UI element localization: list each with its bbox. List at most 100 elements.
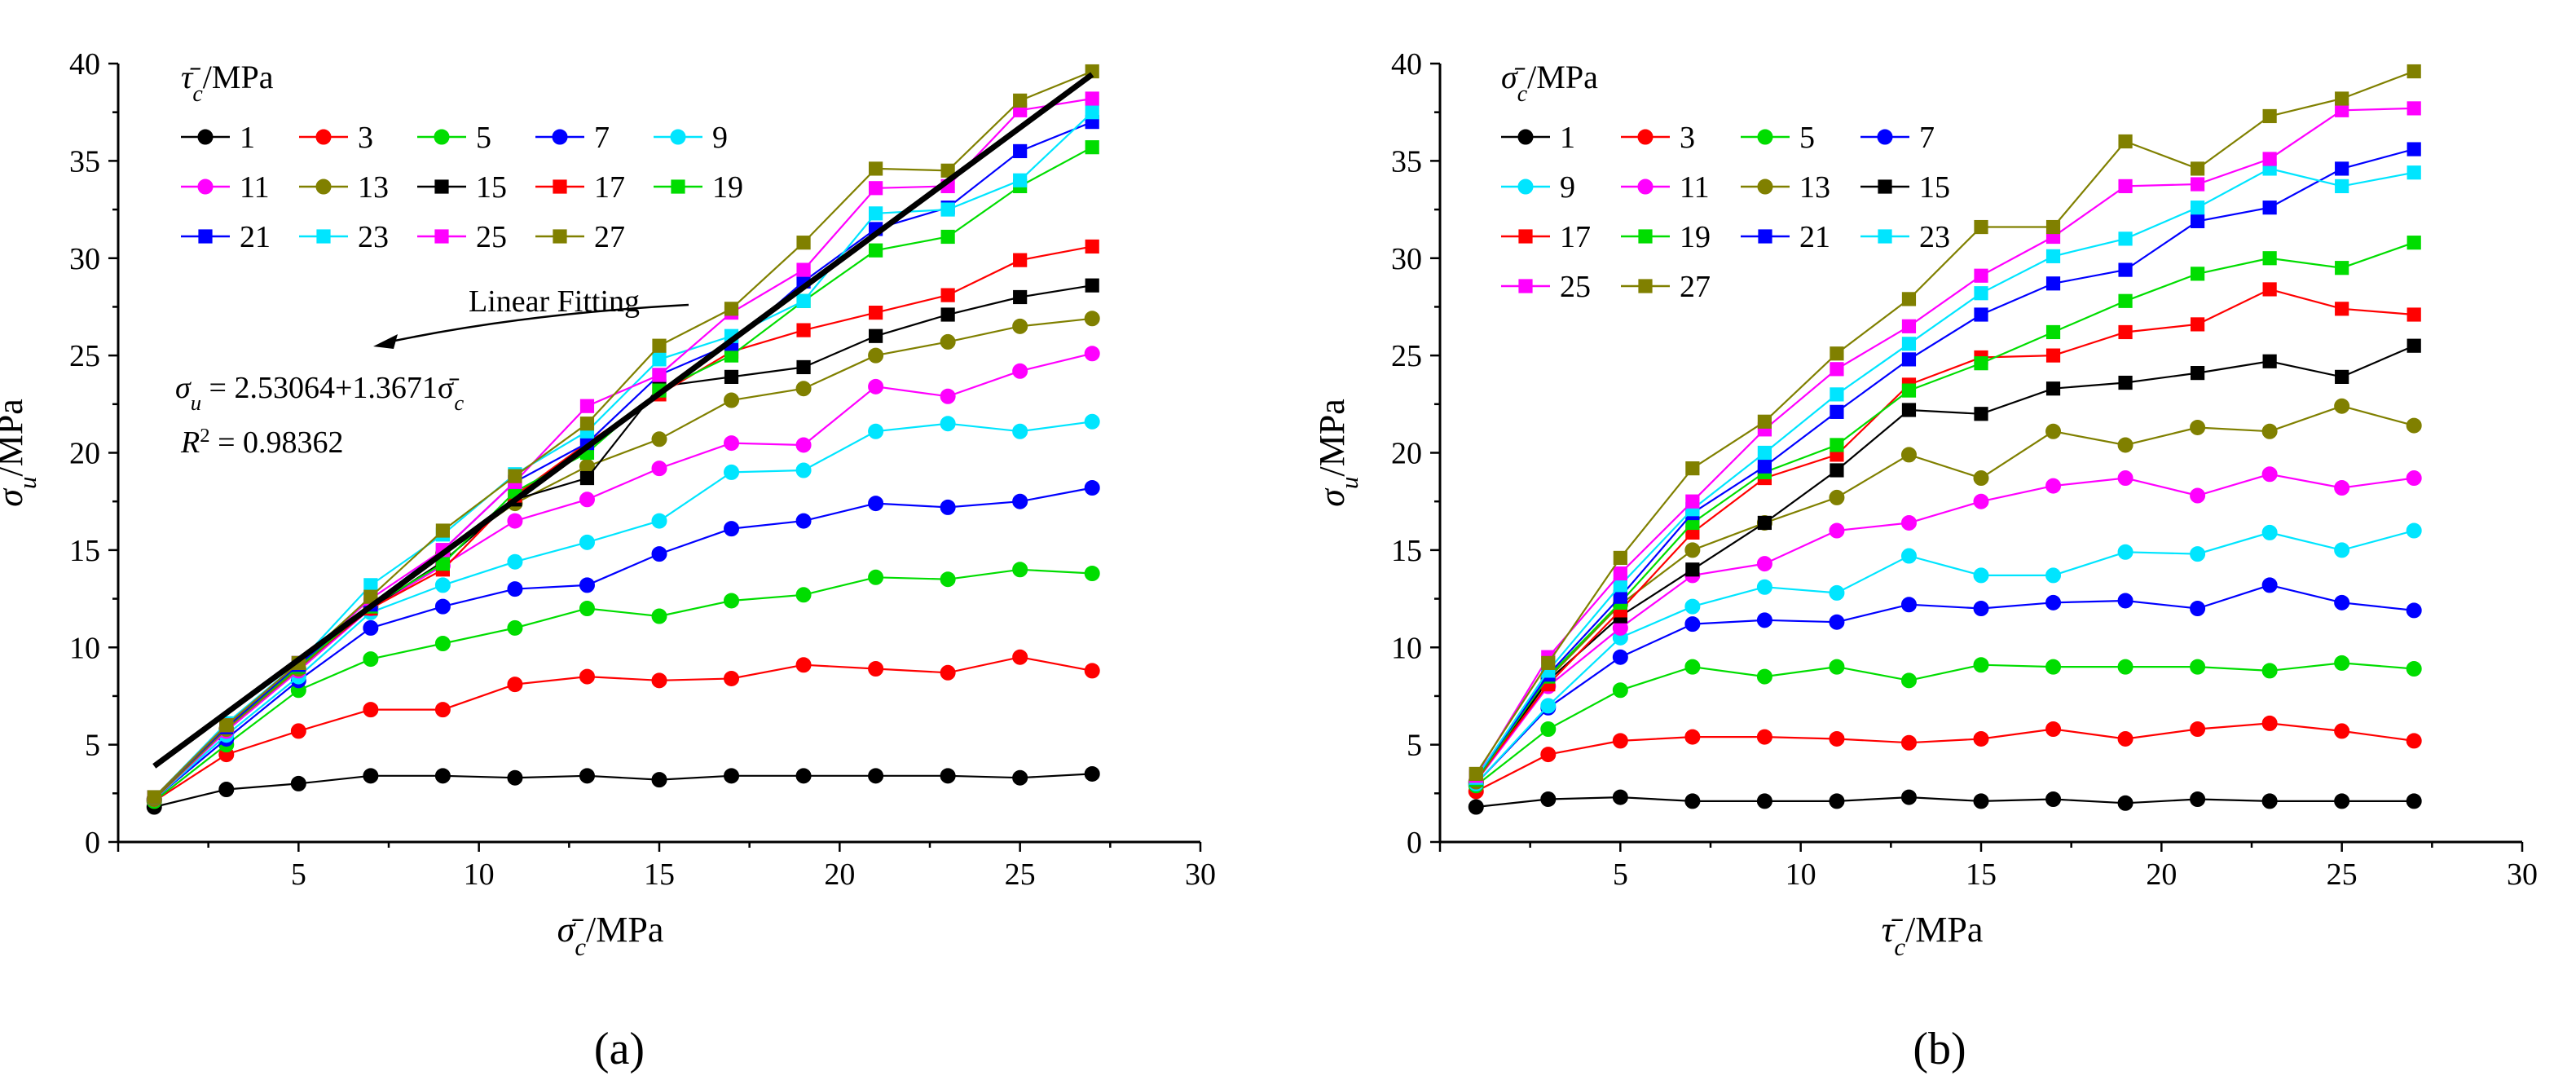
data-point [1085, 278, 1099, 293]
data-point [1901, 403, 1917, 417]
legend-marker [1758, 229, 1772, 244]
data-point [1830, 438, 1844, 452]
data-point [507, 513, 523, 529]
data-point [507, 619, 523, 636]
data-point [2406, 733, 2422, 749]
data-point [2117, 795, 2133, 811]
data-point [869, 328, 883, 343]
data-point [651, 513, 667, 529]
legend-marker [1878, 229, 1892, 244]
legend-item: 17 [535, 170, 625, 205]
data-point [1084, 566, 1100, 582]
data-point [940, 416, 956, 432]
legend-marker [315, 129, 332, 145]
data-point [1974, 407, 1988, 421]
y-tick-label: 30 [1391, 242, 1422, 276]
data-point [2191, 366, 2205, 381]
legend-item: 1 [181, 121, 255, 155]
data-point [1973, 567, 1989, 584]
series-5-circle [146, 562, 1100, 809]
data-point [2118, 293, 2133, 308]
data-point [2406, 338, 2421, 353]
legend-marker [434, 179, 449, 194]
data-point [868, 496, 884, 512]
data-point [1085, 140, 1099, 155]
x-axis-label: τ̄c/MPa [1882, 910, 1984, 961]
data-point [940, 307, 955, 322]
series-line [1475, 107, 2415, 777]
data-point [2117, 544, 2133, 560]
data-point [1013, 143, 1028, 159]
series-13-circle [1468, 398, 2422, 790]
data-point [2261, 466, 2278, 483]
legend-item: 19 [1621, 220, 1711, 254]
data-point [652, 368, 667, 382]
series-17-square [147, 239, 1099, 804]
data-point [579, 399, 595, 413]
data-point [1974, 356, 1988, 371]
series-line [153, 656, 1093, 802]
data-point [1901, 292, 1917, 306]
data-point [1974, 268, 1988, 283]
data-point [2045, 249, 2061, 263]
x-tick-label: 10 [464, 857, 495, 892]
data-point [724, 369, 739, 384]
legend-label: 27 [594, 220, 625, 254]
legend-label: 19 [712, 170, 743, 205]
series-line [153, 317, 1093, 800]
legend-label: 9 [1560, 170, 1575, 205]
x-tick-label: 25 [2327, 857, 2358, 892]
legend-marker [1638, 229, 1653, 244]
data-point [869, 161, 883, 176]
data-point [940, 202, 955, 217]
data-point [1612, 649, 1628, 665]
data-point [2045, 381, 2061, 396]
legend-marker [671, 179, 685, 194]
data-point [940, 388, 956, 404]
data-point [2261, 715, 2278, 731]
data-point [868, 569, 884, 585]
data-point [796, 293, 811, 308]
legend-item: 23 [299, 220, 389, 254]
data-point [1541, 655, 1556, 670]
data-point [2045, 567, 2062, 584]
data-point [2118, 324, 2133, 340]
data-point [2335, 369, 2349, 384]
legend-marker [1518, 229, 1533, 244]
series-1-circle [1468, 789, 2422, 815]
data-point [507, 769, 523, 786]
data-point [1900, 514, 1917, 531]
data-point [1084, 413, 1100, 430]
data-point [796, 359, 811, 375]
legend-label: 23 [1919, 220, 1950, 254]
x-axis-label: σ̄c/MPa [557, 910, 664, 961]
data-point [507, 677, 523, 693]
x-tick-label: 30 [1185, 857, 1216, 892]
legend-item: 25 [417, 220, 507, 254]
data-point [1684, 616, 1701, 633]
data-point [507, 553, 523, 570]
data-point [724, 302, 739, 316]
series-1-circle [146, 765, 1100, 815]
series-7-circle [146, 479, 1100, 807]
data-point [1685, 494, 1700, 509]
data-point [940, 664, 956, 681]
data-point [2117, 593, 2133, 609]
x-tick-label: 5 [291, 857, 306, 892]
data-point [1974, 219, 1988, 235]
x-tick-label: 5 [1613, 857, 1628, 892]
data-point [2406, 661, 2422, 677]
y-tick-label: 10 [1391, 631, 1422, 665]
legend-label: 7 [594, 121, 610, 155]
legend-label: 15 [476, 170, 507, 205]
data-point [1829, 522, 1845, 539]
data-point [1830, 362, 1844, 377]
data-point [1973, 793, 1989, 809]
r-squared: R2 = 0.98362 [180, 425, 344, 461]
data-point [2406, 165, 2421, 180]
data-point [1012, 363, 1028, 379]
legend-marker [198, 229, 213, 244]
series-15-square [147, 278, 1099, 804]
data-point [2045, 324, 2061, 340]
